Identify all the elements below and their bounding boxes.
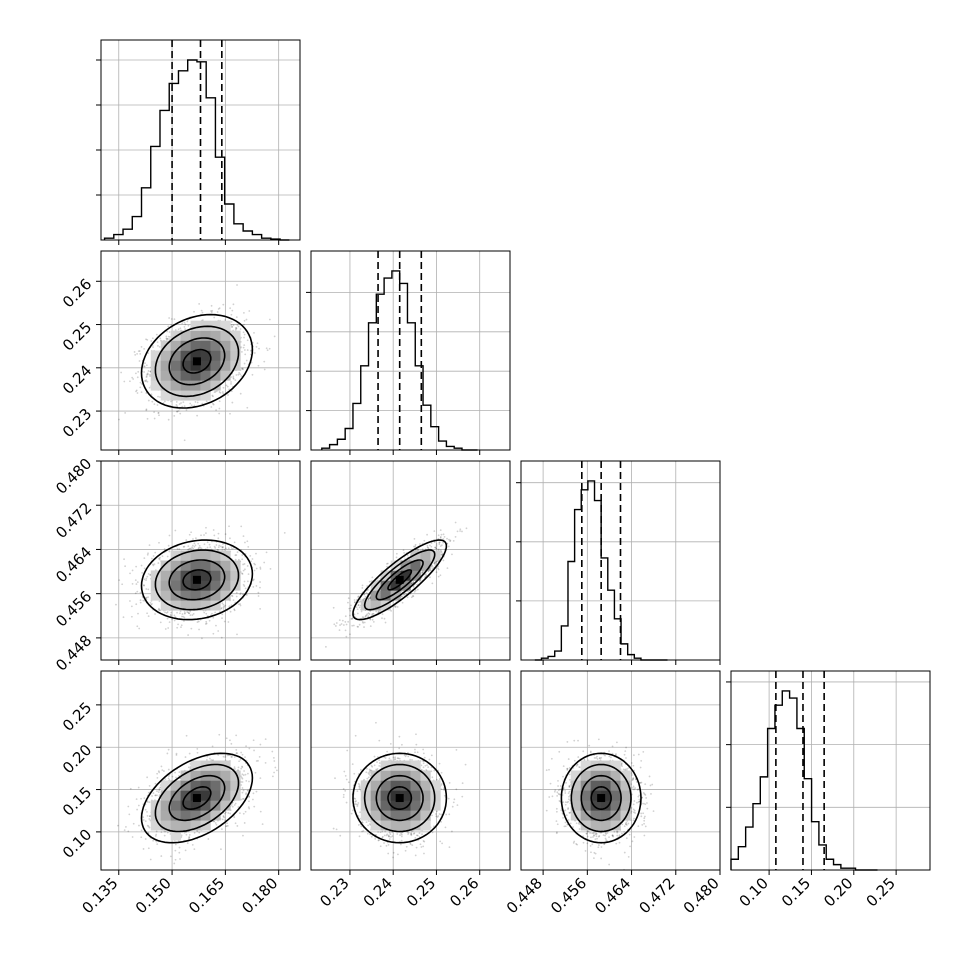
pair-2-3-panel: [310, 460, 511, 665]
ytick-label-4-1: 0.15: [59, 783, 95, 819]
pair-3-4-peak: [597, 794, 606, 803]
pair-1-3-contours: [140, 539, 254, 621]
xtick-label-2-1: 0.24: [360, 874, 396, 910]
ytick-label-2-0: 0.23: [59, 405, 95, 441]
pair-2-4-panel: [310, 670, 511, 875]
pair-2-3-contour-1: [375, 559, 424, 601]
hist-panel-1: [96, 39, 301, 245]
pair-1-4-contour-1: [168, 774, 226, 822]
xtick-label-1-3: 0.180: [238, 874, 281, 917]
pair-1-3-peak: [192, 575, 201, 584]
xtick-label-4-0: 0.10: [736, 874, 772, 910]
hist-2-bars: [321, 270, 478, 451]
hist-3-frame: [520, 460, 721, 661]
pair-1-4-contours: [140, 752, 254, 844]
pair-3-4-contour-0: [590, 785, 612, 810]
xtick-label-3-2: 0.464: [591, 874, 634, 917]
pair-2-3-contour-2: [363, 549, 436, 611]
ytick-label-3-4: 0.480: [52, 455, 95, 498]
ytick-label-2-2: 0.25: [59, 318, 95, 354]
pair-1-3-contour-3: [140, 539, 254, 621]
pair-2-4-contours: [352, 752, 448, 844]
pair-1-2-contour-3: [140, 313, 254, 409]
pair-1-2-contours: [140, 313, 254, 409]
ytick-label-2-3: 0.26: [59, 275, 95, 311]
pair-1-2-contour-1: [168, 337, 226, 386]
pair-2-3-frame: [310, 460, 511, 661]
xtick-label-1-2: 0.165: [185, 874, 228, 917]
hist-4-bars: [730, 690, 878, 871]
xtick-label-3-0: 0.448: [503, 874, 546, 917]
pair-3-4-contours: [560, 752, 642, 844]
pair-2-4-frame: [310, 670, 511, 871]
ytick-label-4-2: 0.20: [59, 741, 95, 777]
pair-1-2-panel: [96, 250, 301, 455]
pair-1-4-contour-2: [154, 763, 240, 833]
pair-2-4-peak: [395, 794, 404, 803]
pair-2-3-contour-3: [352, 539, 448, 621]
pair-1-4-panel: [96, 670, 301, 875]
hist-3-bars: [534, 480, 668, 661]
hist-2-frame: [310, 250, 511, 451]
xtick-label-3-1: 0.456: [547, 874, 590, 917]
xtick-label-2-3: 0.26: [446, 874, 482, 910]
xtick-label-4-2: 0.20: [820, 874, 856, 910]
pair-3-4-contour-1: [580, 774, 622, 822]
pair-2-4-contour-1: [375, 774, 424, 822]
ytick-label-4-3: 0.25: [59, 699, 95, 735]
ytick-label-4-0: 0.10: [59, 826, 95, 862]
xtick-label-1-0: 0.135: [78, 874, 121, 917]
pair-1-4-contour-0: [182, 785, 212, 810]
pair-2-3-contours: [352, 539, 448, 621]
pair-2-4-contour-3: [352, 752, 448, 844]
pair-3-4-contour-3: [560, 752, 642, 844]
pair-2-3-contour-0: [387, 569, 413, 591]
pair-1-4-contour-3: [140, 752, 254, 844]
pair-1-2-contour-2: [154, 325, 240, 398]
pair-1-2-frame: [100, 250, 301, 451]
xtick-label-3-3: 0.472: [636, 874, 679, 917]
hist-1-bars: [103, 59, 290, 241]
xtick-label-4-3: 0.25: [863, 874, 899, 910]
pair-1-4-frame: [100, 670, 301, 871]
pair-1-4-peak: [192, 794, 201, 803]
xtick-label-3-4: 0.480: [680, 874, 723, 917]
pair-2-4-contour-0: [387, 785, 413, 810]
hist-panel-4: [726, 670, 931, 875]
pair-1-2-contour-0: [182, 348, 212, 374]
pair-3-4-frame: [520, 670, 721, 871]
pair-3-4-density: [570, 760, 631, 831]
hist-panel-2: [306, 250, 511, 455]
ytick-label-3-3: 0.472: [52, 499, 95, 542]
pair-3-4-panel: [520, 670, 721, 875]
hist-panel-3: [516, 460, 721, 665]
pair-1-3-contour-2: [154, 549, 240, 611]
pair-2-3-peak: [395, 575, 404, 584]
hist-4-frame: [730, 670, 931, 871]
pair-1-2-peak: [192, 357, 201, 366]
pair-3-4-contour-2: [570, 763, 632, 833]
ytick-label-2-1: 0.24: [59, 361, 95, 397]
hist-1-frame: [100, 39, 301, 241]
pair-1-3-panel: [96, 460, 301, 665]
xtick-label-2-0: 0.23: [316, 874, 352, 910]
xtick-label-2-2: 0.25: [403, 874, 439, 910]
pair-2-4-contour-2: [363, 763, 436, 833]
xtick-label-4-1: 0.15: [778, 874, 814, 910]
pair-1-3-contour-1: [168, 559, 226, 601]
pair-1-3-contour-0: [182, 569, 212, 591]
ytick-label-3-1: 0.456: [52, 587, 95, 630]
ytick-label-3-0: 0.448: [52, 632, 95, 675]
xtick-label-1-1: 0.150: [132, 874, 175, 917]
ytick-label-3-2: 0.464: [52, 543, 95, 586]
pair-1-3-frame: [100, 460, 301, 661]
